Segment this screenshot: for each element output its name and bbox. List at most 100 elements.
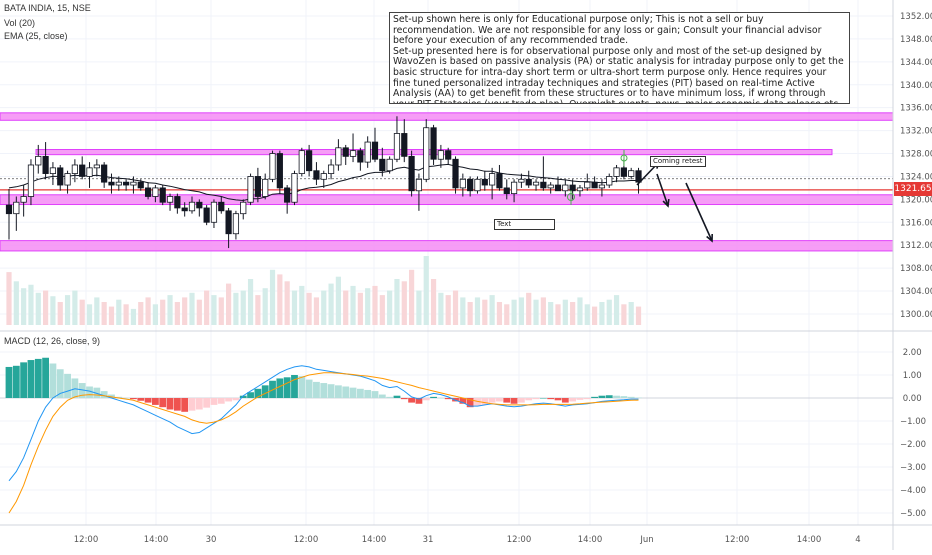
- ema-legend[interactable]: EMA (25, close): [4, 31, 68, 41]
- macd-histogram-bar: [313, 381, 320, 398]
- candle: [232, 210, 240, 240]
- volume-bar: [518, 297, 524, 325]
- volume-bar: [460, 297, 466, 325]
- candle-body: [42, 155, 49, 174]
- candle: [166, 193, 174, 211]
- price-tick-label: 1304.00: [900, 287, 932, 297]
- candle: [386, 156, 393, 174]
- macd-histogram-bar: [320, 383, 328, 398]
- candle: [518, 173, 525, 188]
- candle: [591, 176, 598, 189]
- candle-body: [276, 153, 283, 189]
- macd-histogram-bar: [364, 389, 372, 398]
- candle-body: [335, 147, 342, 166]
- disclaimer-note[interactable]: Set-up shown here is only for Educationa…: [389, 12, 850, 104]
- candle: [357, 147, 364, 171]
- macd-histogram-bar: [152, 398, 159, 405]
- candle-body: [635, 170, 642, 183]
- candle-body: [284, 187, 291, 203]
- macd-histogram-bar: [539, 398, 547, 399]
- candle: [342, 144, 349, 165]
- volume-bar: [269, 269, 276, 325]
- volume-bar: [335, 276, 341, 325]
- macd-histogram-bar: [181, 398, 189, 412]
- candle-body: [218, 201, 225, 212]
- candle: [628, 167, 635, 180]
- volume-bar: [489, 295, 495, 325]
- volume-bars: [6, 256, 642, 325]
- coming-retest-label[interactable]: Coming retest: [650, 156, 706, 167]
- candle-body: [591, 181, 598, 189]
- candle: [445, 147, 452, 165]
- macd-histogram-bar: [42, 357, 49, 398]
- candle-body: [144, 187, 152, 197]
- macd-histogram-bar: [378, 394, 386, 398]
- candle: [291, 170, 298, 206]
- macd-histogram-bar: [12, 365, 20, 398]
- volume-bar: [313, 297, 320, 325]
- macd-histogram-bar: [327, 384, 335, 398]
- volume-bar: [233, 292, 239, 325]
- macd-histogram-bar: [144, 398, 152, 403]
- macd-histogram-bar: [20, 362, 28, 398]
- price-tick-label: 1312.00: [900, 241, 932, 251]
- volume-bar: [321, 290, 327, 325]
- macd-histogram-bar: [56, 369, 64, 398]
- candle-body: [166, 196, 174, 203]
- volume-bar: [526, 292, 532, 325]
- macd-histogram-bar: [5, 366, 13, 398]
- volume-bar: [6, 272, 12, 325]
- candle: [327, 159, 335, 180]
- volume-bar: [401, 281, 407, 325]
- candle: [115, 176, 122, 191]
- volume-bar: [138, 302, 144, 325]
- candle: [298, 147, 305, 177]
- candle: [86, 162, 93, 188]
- candle-body: [298, 150, 305, 174]
- macd-histogram-bar: [525, 398, 533, 401]
- macd-histogram-bar: [474, 398, 481, 407]
- arrow-down-2-head: [706, 233, 713, 243]
- candle: [532, 179, 540, 191]
- macd-histogram-bar: [613, 395, 620, 398]
- volume-bar: [606, 299, 612, 325]
- macd-layer: [0, 357, 893, 514]
- candle-body: [327, 164, 335, 174]
- candle-body: [306, 150, 313, 172]
- macd-histogram-bar: [459, 398, 467, 404]
- macd-histogram-bar: [159, 398, 167, 408]
- candle-body: [386, 158, 393, 172]
- candle-body: [628, 170, 635, 177]
- text-label[interactable]: Text: [494, 219, 555, 230]
- candle: [247, 173, 254, 206]
- macd-histogram-bar: [481, 398, 489, 405]
- candle: [123, 179, 130, 191]
- candle: [401, 119, 408, 163]
- candle-body: [123, 181, 130, 186]
- candle: [13, 196, 20, 231]
- volume-bar: [511, 299, 517, 325]
- volume-bar: [43, 290, 49, 325]
- macd-histogram-bar: [554, 398, 562, 401]
- price-tick-label: 1336.00: [900, 104, 932, 114]
- symbol-title[interactable]: BATA INDIA, 15, NSE: [4, 3, 91, 13]
- candle-body: [525, 178, 532, 186]
- candle: [576, 185, 584, 197]
- candle: [364, 136, 371, 168]
- candle-body: [510, 181, 518, 195]
- candle-body: [364, 141, 371, 163]
- volume-legend[interactable]: Vol (20): [4, 18, 36, 28]
- candle-body: [108, 181, 115, 186]
- candle: [218, 196, 225, 214]
- volume-bar: [167, 295, 173, 325]
- candle: [262, 173, 269, 200]
- macd-histogram-bar: [444, 398, 452, 400]
- candle: [108, 173, 115, 194]
- macd-histogram-bar: [261, 385, 269, 398]
- price-tick-label: 1348.00: [900, 35, 932, 45]
- candle: [393, 116, 401, 163]
- volume-bar: [482, 299, 488, 325]
- volume-bar: [299, 285, 305, 325]
- macd-legend[interactable]: MACD (12, 26, close, 9): [4, 336, 101, 346]
